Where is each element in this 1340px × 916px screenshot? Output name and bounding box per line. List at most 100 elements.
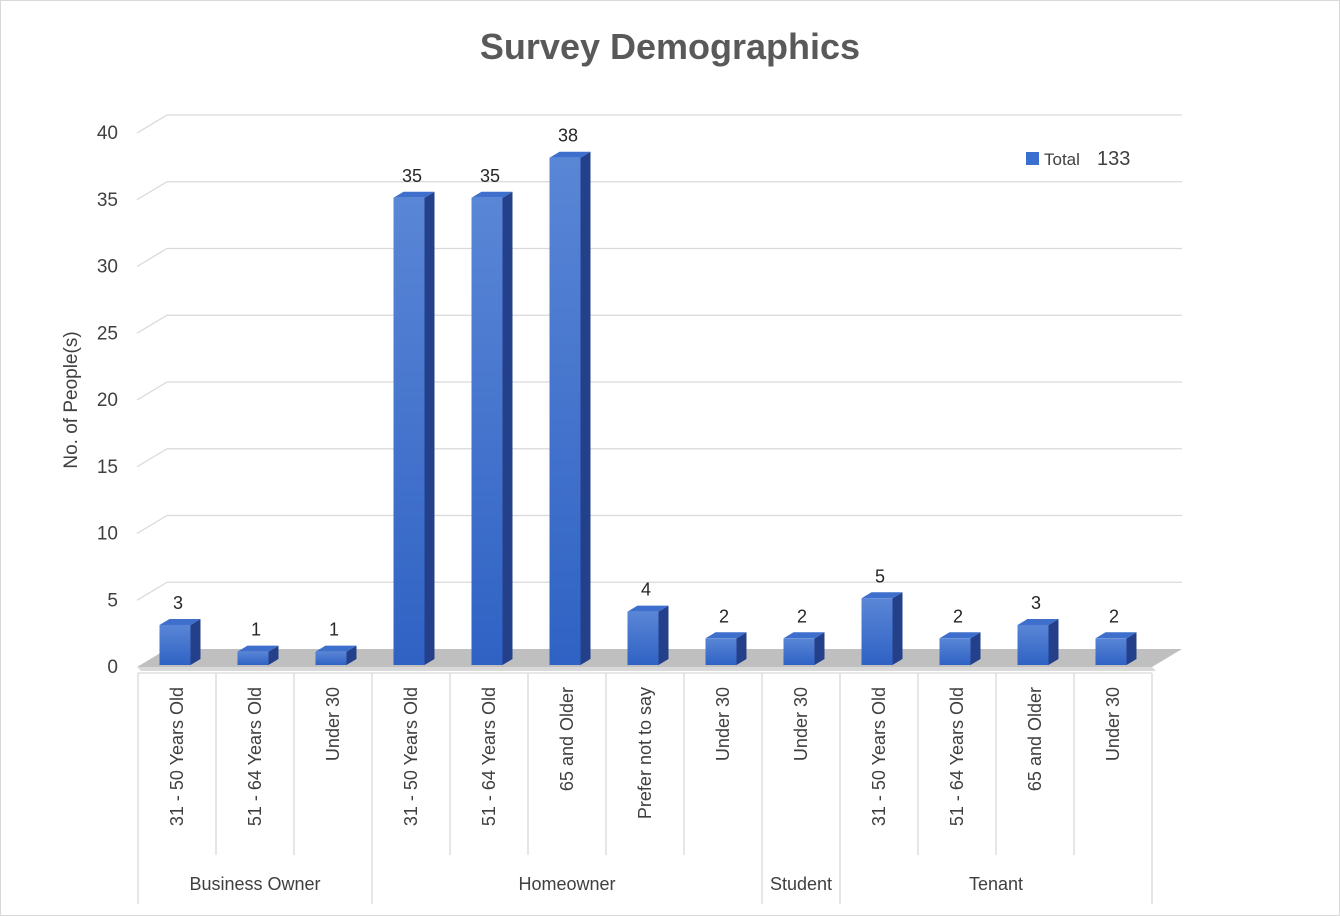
- bar-top: [237, 645, 279, 652]
- bar-side: [736, 632, 747, 665]
- y-axis-title: No. of People(s): [61, 331, 82, 468]
- legend-label: Total: [1044, 150, 1080, 169]
- bar-top: [783, 632, 825, 639]
- gridline-side: [136, 247, 168, 268]
- bar-front: [315, 651, 347, 665]
- bar-top: [315, 645, 357, 652]
- bar-side: [346, 645, 357, 665]
- bar-front: [783, 638, 815, 665]
- floor-edge: [137, 667, 1156, 671]
- y-tick-label: 5: [107, 590, 118, 611]
- y-axis-ticks: 0 5 10 15 20 25 30 35 40: [97, 123, 118, 678]
- gridlines: [136, 114, 1182, 601]
- legend-total: 133: [1097, 148, 1130, 170]
- gridline-side: [136, 114, 168, 134]
- gridline-side: [136, 581, 168, 601]
- data-label: 38: [558, 126, 578, 146]
- x-group-label: Business Owner: [189, 874, 320, 894]
- bar: [471, 191, 513, 665]
- data-label: 35: [480, 166, 500, 186]
- x-category-label: Under 30: [1103, 687, 1123, 761]
- data-labels: 3 1 1 35 35 38 4 2 2 5 2 3 2: [173, 126, 1119, 640]
- y-tick-label: 40: [97, 123, 118, 144]
- data-label: 2: [719, 606, 729, 626]
- y-tick-label: 0: [107, 657, 118, 678]
- bar: [783, 632, 825, 665]
- bar-top: [627, 605, 669, 612]
- x-category-label: 65 and Older: [557, 687, 577, 791]
- x-group-label: Homeowner: [518, 874, 615, 894]
- bar: [315, 645, 357, 665]
- gridline-side: [136, 514, 168, 535]
- bar-front: [471, 197, 503, 665]
- data-label: 2: [797, 606, 807, 626]
- y-tick-label: 10: [97, 524, 118, 545]
- bar: [159, 618, 201, 665]
- bar-side: [190, 618, 201, 665]
- x-category-label: 31 - 50 Years Old: [167, 687, 187, 826]
- bar-side: [1048, 618, 1059, 665]
- data-label: 2: [1109, 606, 1119, 626]
- bar-top: [1017, 618, 1059, 625]
- y-tick-label: 30: [97, 257, 118, 278]
- x-group-label: Student: [770, 874, 832, 894]
- x-category-label: Prefer not to say: [635, 687, 655, 819]
- bar: [393, 191, 435, 665]
- legend-swatch: [1026, 152, 1039, 165]
- x-category-label: 65 and Older: [1025, 687, 1045, 791]
- gridline-side: [136, 314, 168, 334]
- y-tick-label: 35: [97, 190, 118, 211]
- data-label: 1: [251, 620, 261, 640]
- bar-front: [159, 624, 191, 665]
- bar-side: [970, 632, 981, 665]
- bar: [627, 605, 669, 665]
- data-label: 3: [173, 593, 183, 613]
- data-label: 4: [641, 580, 651, 600]
- gridline-side: [136, 448, 168, 468]
- data-label: 5: [875, 566, 885, 586]
- x-category-label: 31 - 50 Years Old: [869, 687, 889, 826]
- bar-top: [705, 632, 747, 639]
- x-category-label: 51 - 64 Years Old: [947, 687, 967, 826]
- bar-front: [1095, 638, 1127, 665]
- bar-top: [939, 632, 981, 639]
- bar: [705, 632, 747, 665]
- bar-front: [393, 197, 425, 665]
- bar-front: [705, 638, 737, 665]
- bar-side: [1126, 632, 1137, 665]
- data-label: 1: [329, 620, 339, 640]
- bar: [861, 592, 903, 665]
- gridline-side: [136, 381, 168, 401]
- bar-side: [892, 592, 903, 665]
- data-label: 35: [402, 166, 422, 186]
- y-tick-label: 20: [97, 390, 118, 411]
- bars: [159, 151, 1137, 665]
- bar-front: [939, 638, 971, 665]
- y-tick-label: 25: [97, 323, 118, 344]
- bar-side: [814, 632, 825, 665]
- bar-top: [1095, 632, 1137, 639]
- bar-front: [549, 157, 581, 665]
- bar-top: [393, 191, 435, 198]
- bar-front: [627, 611, 659, 665]
- x-category-label: 51 - 64 Years Old: [245, 687, 265, 826]
- bar: [939, 632, 981, 665]
- chart-title: Survey Demographics: [479, 26, 861, 67]
- bar-front: [237, 651, 269, 665]
- x-category-label: 31 - 50 Years Old: [401, 687, 421, 826]
- bar-side: [268, 645, 279, 665]
- bar: [549, 151, 591, 665]
- bar-side: [424, 191, 435, 665]
- x-group-label: Tenant: [969, 874, 1023, 894]
- data-label: 2: [953, 606, 963, 626]
- bar-side: [580, 151, 591, 665]
- x-category-label: 51 - 64 Years Old: [479, 687, 499, 826]
- bar-front: [861, 598, 893, 665]
- bar-top: [159, 618, 201, 625]
- x-category-label: Under 30: [713, 687, 733, 761]
- bar-side: [502, 191, 513, 665]
- gridline-side: [136, 181, 168, 201]
- bar-top: [471, 191, 513, 198]
- bar: [1095, 632, 1137, 665]
